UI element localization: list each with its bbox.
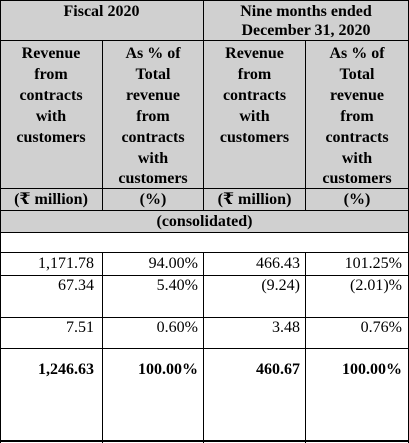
column-divider [305,40,306,210]
table-rule [0,252,409,253]
col4-header-line: As % of [329,45,385,62]
table-rule [0,232,409,233]
table-cell: 0.60% [156,319,198,336]
table-rule [0,188,409,189]
table-cell: 7.51 [66,319,94,336]
column-divider [203,0,204,210]
col3-header-line: with [239,108,270,125]
col1-header-line: with [35,108,67,125]
unit-million-label: (₹ million) [14,191,88,208]
total-cell: 100.00% [342,361,402,378]
table-cell: 94.00% [148,255,198,272]
table-cell: (2.01)% [350,277,402,294]
col4-header-line: with [341,150,373,167]
col1-header-line: from [34,66,68,83]
table-border-left [0,0,1,443]
col3-header-line: customers [219,129,290,146]
column-divider [203,252,204,443]
table-cell: 3.48 [272,319,300,336]
col2-header-line: from [136,108,170,125]
total-cell: 460.67 [256,361,300,378]
total-cell: 1,246.63 [38,361,94,378]
unit-percent-label: (%) [343,191,371,208]
column-divider [102,40,103,210]
col1-header-line: Revenue [21,45,81,62]
col1-header-line: contracts [19,87,83,104]
table-cell: 67.34 [58,277,94,294]
table-rule [0,317,409,318]
table-cell: 1,171.78 [38,255,94,272]
table-rule [0,348,409,349]
group-header-nine-months-line2: December 31, 2020 [241,22,371,39]
table-rule [0,210,409,211]
unit-million-label: (₹ million) [217,191,292,208]
group-header-fiscal-2020: Fiscal 2020 [63,3,140,20]
col2-header-line: Total [135,66,171,83]
total-cell: 100.00% [138,361,198,378]
column-divider [305,252,306,443]
col3-header-line: contracts [222,87,287,104]
group-header-nine-months-line1: Nine months ended [240,3,372,20]
table-cell: 466.43 [256,255,300,272]
table-cell: 0.76% [360,319,402,336]
col3-header-line: from [237,66,272,83]
col2-header-line: customers [118,170,188,187]
table-cell: 5.40% [156,277,198,294]
table-rule [0,40,409,41]
unit-percent-label: (%) [139,191,167,208]
table-cell: 101.25% [344,255,402,272]
table-header-background [0,0,409,233]
col2-header-line: As % of [125,45,181,62]
table-border-bottom [0,440,409,442]
col2-header-line: revenue [126,87,180,104]
col2-header-line: contracts [121,129,185,146]
table-border-top [0,0,409,1]
col4-header-line: customers [322,170,392,187]
column-divider [102,252,103,443]
col4-header-line: contracts [325,129,389,146]
col1-header-line: customers [16,129,86,146]
col3-header-line: Revenue [225,45,284,62]
col4-header-line: from [340,108,374,125]
col4-header-line: revenue [330,87,384,104]
table-rule [0,275,409,276]
table-cell: (9.24) [261,277,300,294]
col4-header-line: Total [339,66,375,83]
consolidated-label: (consolidated) [156,213,253,230]
col2-header-line: with [137,150,169,167]
